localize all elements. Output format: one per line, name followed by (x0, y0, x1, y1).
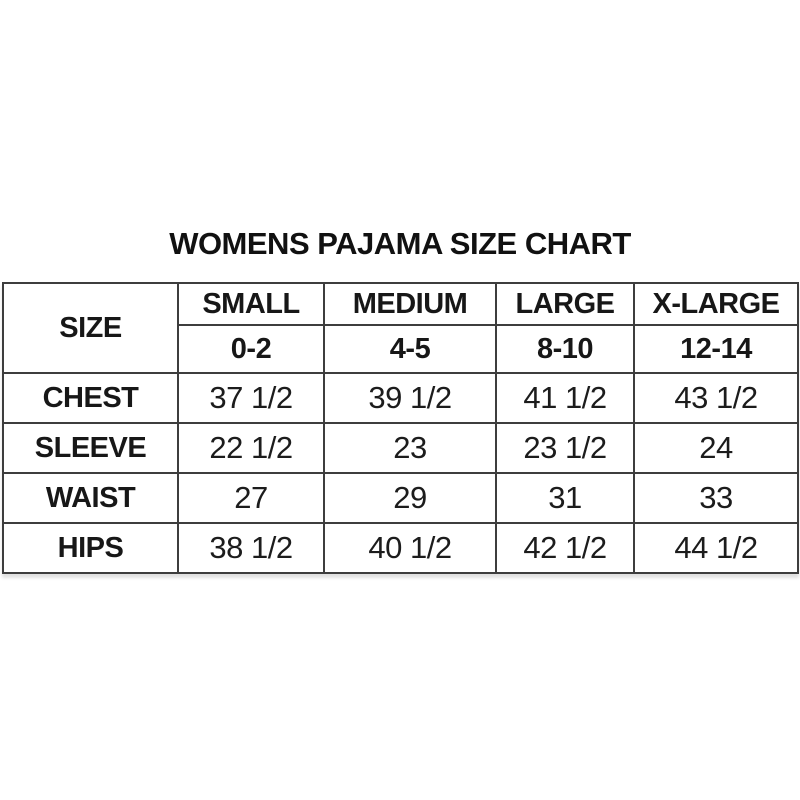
row-label-chest: CHEST (2, 372, 179, 424)
column-header-large: LARGE (495, 282, 635, 326)
size-range-medium: 4-5 (323, 324, 497, 374)
column-header-medium: MEDIUM (323, 282, 497, 326)
sleeve-xlarge-value: 24 (633, 422, 799, 474)
table-row-sleeve: SLEEVE 22 1/2 23 23 1/2 24 (2, 422, 799, 474)
sleeve-small-value: 22 1/2 (177, 422, 325, 474)
hips-xlarge-value: 44 1/2 (633, 522, 799, 574)
page-title: WOMENS PAJAMA SIZE CHART (169, 226, 631, 261)
header-row-size-names: SIZE SMALL MEDIUM LARGE X-LARGE (2, 282, 799, 374)
header-row-size-ranges: 0-2 4-5 8-10 12-14 (3, 324, 799, 374)
chest-medium-value: 39 1/2 (323, 372, 497, 424)
waist-medium-value: 29 (323, 472, 497, 524)
chest-xlarge-value: 43 1/2 (633, 372, 799, 424)
table-row-waist: WAIST 27 29 31 33 (2, 472, 799, 524)
column-header-small: SMALL (177, 282, 325, 326)
size-range-large: 8-10 (495, 324, 635, 374)
column-header-xlarge: X-LARGE (633, 282, 799, 326)
waist-large-value: 31 (495, 472, 635, 524)
hips-large-value: 42 1/2 (495, 522, 635, 574)
hips-medium-value: 40 1/2 (323, 522, 497, 574)
hips-small-value: 38 1/2 (177, 522, 325, 574)
corner-label-size: SIZE (2, 282, 179, 374)
chest-large-value: 41 1/2 (495, 372, 635, 424)
size-range-xlarge: 12-14 (633, 324, 799, 374)
sleeve-large-value: 23 1/2 (495, 422, 635, 474)
table-row-chest: CHEST 37 1/2 39 1/2 41 1/2 43 1/2 (2, 372, 799, 424)
size-range-small: 0-2 (177, 324, 325, 374)
chest-small-value: 37 1/2 (177, 372, 325, 424)
row-label-waist: WAIST (2, 472, 179, 524)
waist-small-value: 27 (177, 472, 325, 524)
table-row-hips: HIPS 38 1/2 40 1/2 42 1/2 44 1/2 (2, 522, 799, 574)
row-label-hips: HIPS (2, 522, 179, 574)
sleeve-medium-value: 23 (323, 422, 497, 474)
size-chart-table: SIZE SMALL MEDIUM LARGE X-LARGE 0-2 4-5 … (2, 282, 799, 574)
row-label-sleeve: SLEEVE (2, 422, 179, 474)
waist-xlarge-value: 33 (633, 472, 799, 524)
